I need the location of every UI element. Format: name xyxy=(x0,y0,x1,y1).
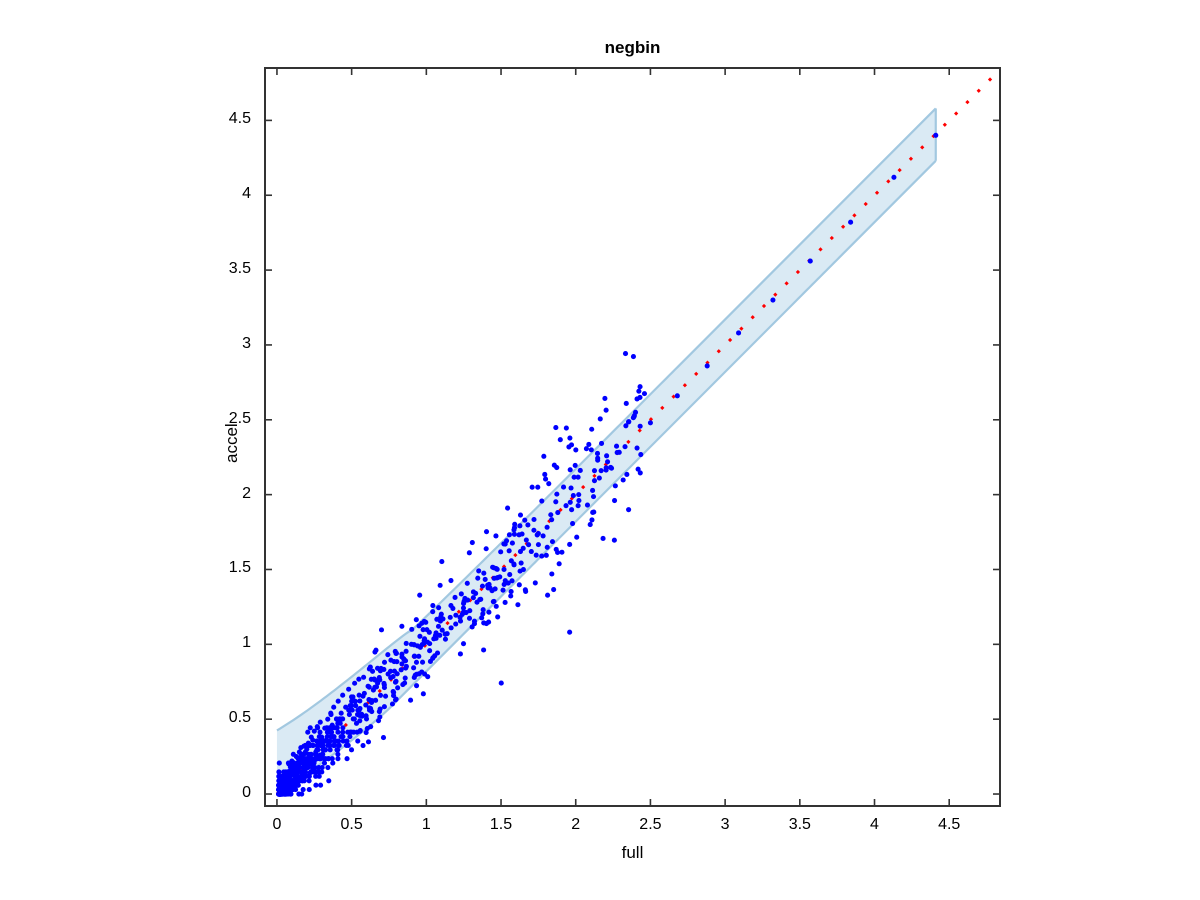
y-tick-label: 4.5 xyxy=(228,110,251,128)
y-tick-label: 2.5 xyxy=(228,409,251,427)
y-tick-label: 4 xyxy=(242,185,251,203)
y-tick-label: 0 xyxy=(242,784,251,802)
x-tick-label: 2.5 xyxy=(639,816,662,833)
x-tick-label: 4.5 xyxy=(938,816,961,833)
x-axis-label: full xyxy=(621,843,644,862)
x-tick-label: 3 xyxy=(720,816,730,833)
axes-box xyxy=(264,67,1001,807)
y-tick-label: 3.5 xyxy=(228,260,251,278)
scatter-points xyxy=(276,132,939,797)
x-tick-label: 0 xyxy=(272,816,282,833)
y-tick-label: 3 xyxy=(242,334,251,352)
x-tick-label: 4 xyxy=(870,816,879,833)
x-tick-label: 1 xyxy=(421,816,431,833)
x-tick-label: 1.5 xyxy=(489,816,513,833)
y-tick-label: 1.5 xyxy=(228,559,251,577)
y-axis-label: accel xyxy=(222,423,241,463)
y-tick-label: 2 xyxy=(242,484,251,502)
x-tick-label: 2 xyxy=(571,816,581,833)
x-tick-label: 3.5 xyxy=(788,816,811,833)
y-tick-label: 0.5 xyxy=(228,709,251,727)
axis-ticks xyxy=(265,68,1000,806)
plot-area xyxy=(264,67,1002,807)
x-tick-label: 0.5 xyxy=(340,816,363,833)
chart-title: negbin xyxy=(604,38,661,57)
y-tick-label: 1 xyxy=(242,634,251,652)
